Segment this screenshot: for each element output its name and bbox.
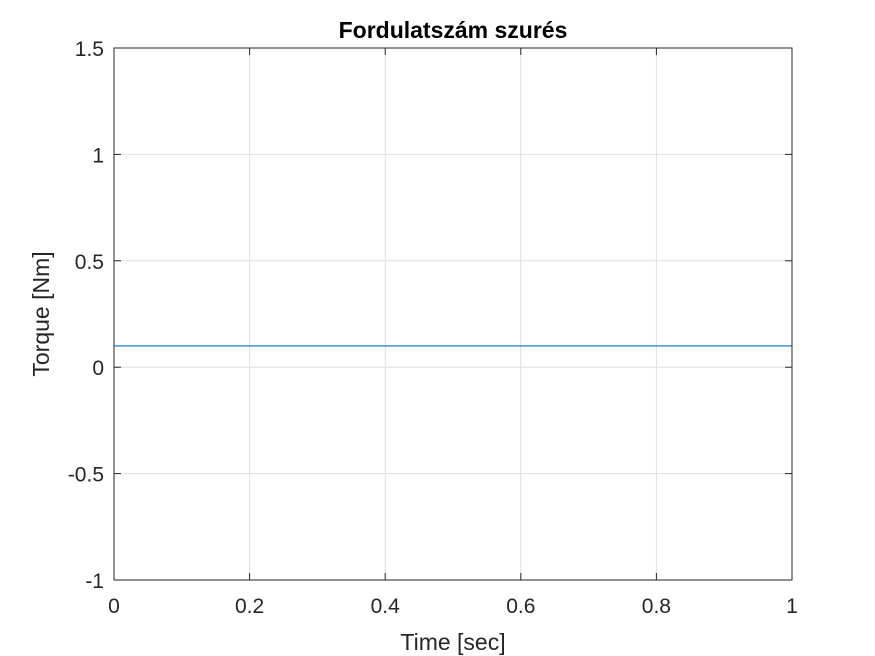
chart-title: Fordulatszám szurés: [339, 17, 568, 43]
y-tick-label: 0: [92, 357, 104, 380]
x-tick-label: 0.2: [235, 595, 264, 618]
y-tick-label: 0.5: [75, 251, 104, 274]
x-tick-label: 1: [786, 595, 798, 618]
x-axis-label: Time [sec]: [400, 629, 505, 655]
plot-frame: [113, 47, 793, 581]
x-tick-label: 0: [108, 595, 120, 618]
x-tick-label: 0.8: [642, 595, 671, 618]
plot-area: [114, 48, 792, 580]
x-tick-label: 0.4: [371, 595, 401, 618]
y-tick-label: -0.5: [68, 464, 104, 487]
y-axis-label: Torque [Nm]: [28, 251, 54, 376]
y-tick-label: 1: [92, 144, 104, 167]
y-tick-label: 1.5: [75, 38, 104, 61]
y-tick-label: -1: [85, 570, 104, 593]
x-tick-label: 0.6: [506, 595, 535, 618]
ticks: 0 0.2 0.4 0.6 0.8 1 -1 -0.5 0 0.5 1 1.5: [68, 38, 798, 618]
